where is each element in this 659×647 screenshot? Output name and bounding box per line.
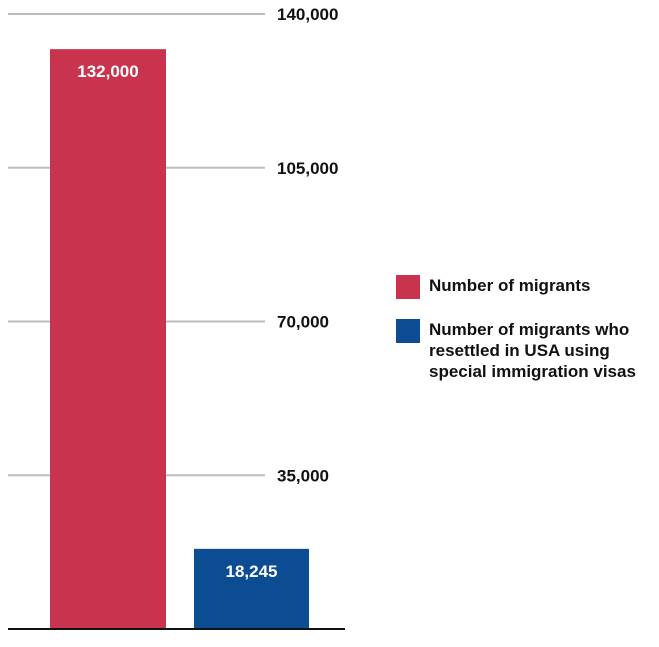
legend-item-migrants: Number of migrants	[396, 275, 659, 299]
y-tick-label: 70,000	[277, 313, 329, 332]
legend-label-resettled: Number of migrants who resettled in USA …	[429, 320, 636, 381]
legend-item-resettled: Number of migrants who resettled in USA …	[396, 319, 659, 382]
data-label: 132,000	[77, 62, 138, 81]
legend-swatch-resettled	[396, 319, 420, 343]
y-tick-label: 105,000	[277, 159, 338, 178]
bar	[194, 548, 309, 629]
y-tick-label: 35,000	[277, 466, 329, 485]
y-tick-label: 140,000	[277, 5, 338, 24]
data-label: 18,245	[226, 562, 278, 581]
legend-label-migrants: Number of migrants	[429, 276, 591, 295]
legend: Number of migrants Number of migrants wh…	[396, 275, 659, 402]
legend-swatch-migrants	[396, 275, 420, 299]
bar	[50, 49, 166, 629]
